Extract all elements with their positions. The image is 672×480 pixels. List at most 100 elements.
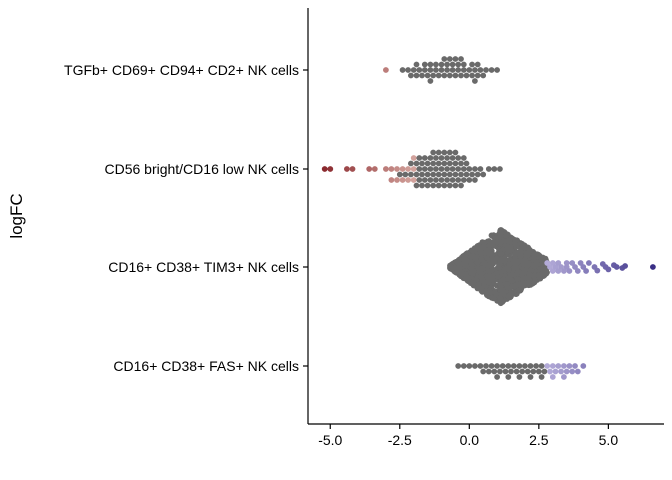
data-point: [574, 368, 581, 375]
data-point: [544, 363, 551, 369]
data-point: [460, 67, 467, 73]
data-point: [424, 160, 431, 167]
data-point: [613, 264, 620, 270]
data-point: [463, 160, 470, 167]
data-point: [427, 67, 434, 73]
data-point: [526, 271, 533, 277]
x-tick-label: 5.0: [599, 432, 619, 448]
data-point: [497, 281, 504, 288]
data-point: [569, 368, 576, 375]
data-point: [477, 67, 484, 73]
data-point: [538, 257, 545, 264]
data-point: [466, 363, 473, 369]
data-point: [488, 267, 495, 274]
data-point: [408, 160, 414, 167]
data-point: [522, 363, 528, 369]
data-point: [518, 244, 525, 251]
data-point: [514, 276, 521, 282]
data-point: [522, 257, 529, 263]
data-point: [535, 368, 542, 375]
data-point: [494, 239, 500, 245]
x-tick-label: -2.5: [388, 432, 412, 448]
x-axis-ticks: -5.0 -2.5 0.0 2.5 5.0: [318, 424, 618, 448]
data-point: [472, 363, 478, 369]
data-point: [371, 166, 378, 172]
data-point: [452, 72, 459, 79]
data-point: [413, 72, 420, 79]
data-point: [388, 177, 395, 183]
data-point: [438, 155, 445, 161]
data-point: [469, 72, 475, 79]
data-point: [483, 363, 489, 369]
data-point: [435, 160, 442, 167]
data-point: [481, 243, 487, 250]
data-point: [472, 177, 478, 183]
data-point: [477, 166, 484, 172]
data-point: [503, 232, 509, 239]
data-point: [502, 368, 509, 375]
data-point: [498, 250, 504, 257]
data-point: [478, 250, 485, 257]
data-point: [514, 268, 521, 275]
data-point: [430, 182, 437, 189]
data-point: [549, 374, 556, 380]
data-point: [416, 67, 423, 73]
data-point: [478, 270, 485, 277]
data-point: [586, 260, 592, 266]
data-point: [499, 363, 506, 369]
data-point: [433, 61, 439, 68]
data-point: [491, 368, 498, 375]
data-point: [515, 287, 522, 294]
data-point: [485, 368, 492, 375]
data-point: [500, 276, 507, 283]
data-point: [449, 177, 456, 183]
data-point: [458, 171, 464, 178]
data-point: [481, 260, 488, 266]
data-point: [449, 155, 456, 161]
data-point: [468, 266, 475, 272]
data-point: [488, 232, 495, 239]
data-point: [405, 177, 411, 183]
data-point: [561, 374, 567, 380]
data-points: [321, 56, 656, 380]
data-point: [402, 171, 409, 178]
data-point: [399, 166, 406, 172]
data-point: [510, 363, 517, 369]
data-point: [535, 272, 542, 279]
data-point: [538, 374, 545, 380]
data-point: [419, 171, 425, 178]
data-point: [491, 278, 497, 285]
data-point: [410, 166, 417, 172]
data-point: [517, 257, 524, 264]
data-point: [458, 72, 464, 79]
data-point: [474, 171, 481, 178]
data-point: [516, 363, 523, 369]
data-point: [327, 166, 334, 172]
data-point: [452, 160, 459, 167]
data-point: [497, 368, 503, 375]
data-point: [520, 269, 527, 276]
data-point: [574, 268, 581, 274]
data-point: [503, 281, 510, 287]
data-point: [399, 67, 406, 73]
data-point: [438, 177, 445, 183]
data-point: [549, 363, 556, 369]
x-tick-label: -5.0: [318, 432, 342, 448]
data-point: [424, 72, 431, 79]
data-point: [487, 273, 493, 279]
data-point: [399, 177, 406, 183]
data-point: [480, 72, 487, 79]
data-point: [413, 61, 420, 68]
data-point: [410, 155, 417, 161]
data-point: [566, 363, 573, 369]
y-axis-label: logFC: [7, 193, 26, 238]
data-point: [444, 177, 450, 183]
data-point: [455, 67, 462, 73]
data-point: [430, 171, 437, 178]
data-point: [410, 177, 417, 183]
data-point: [421, 166, 428, 172]
data-point: [508, 368, 514, 375]
data-point: [530, 368, 537, 375]
data-point: [476, 246, 483, 253]
